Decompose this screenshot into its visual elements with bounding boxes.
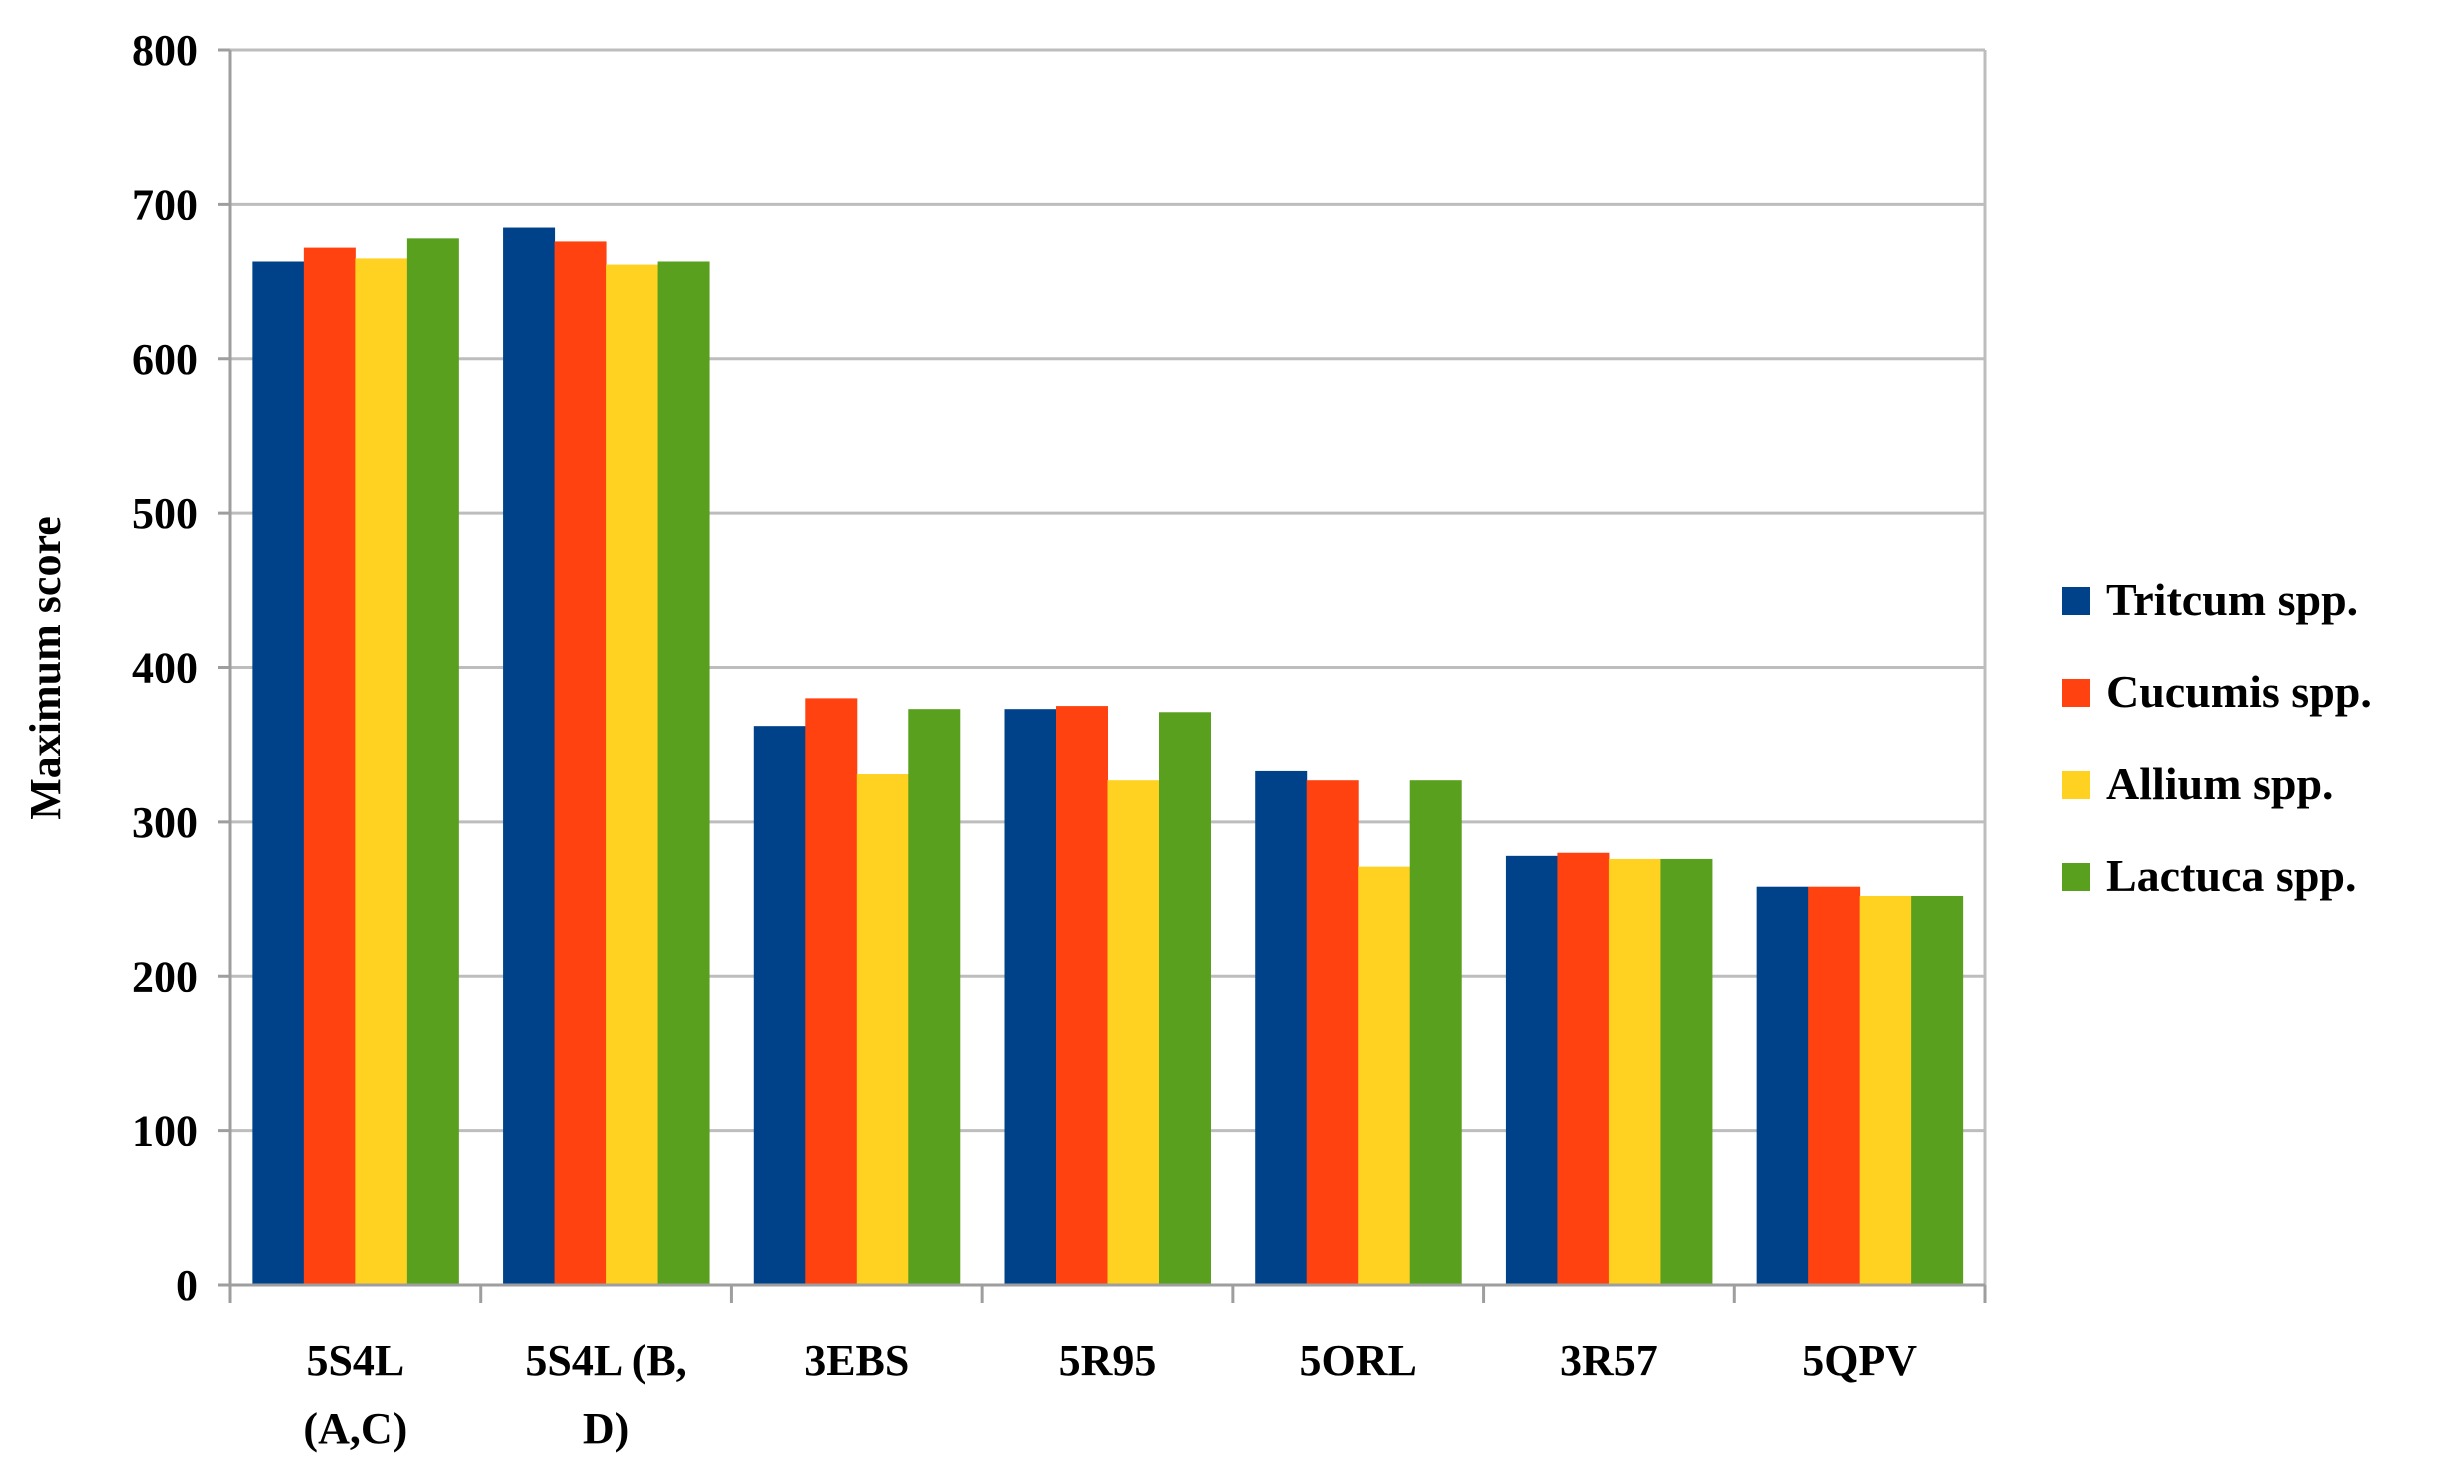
bar	[406, 238, 459, 1285]
legend-swatch	[2062, 587, 2090, 615]
y-tick-label: 600	[132, 335, 198, 384]
bar	[657, 261, 710, 1285]
bar	[1660, 858, 1713, 1285]
y-tick-label: 100	[132, 1107, 198, 1156]
x-category-label: 5S4L	[306, 1336, 404, 1385]
bar	[1505, 855, 1558, 1285]
bar	[303, 247, 356, 1286]
y-tick-label: 500	[132, 489, 198, 538]
y-tick-label: 800	[132, 26, 198, 75]
legend-swatch	[2062, 771, 2090, 799]
x-category-label: 3R57	[1560, 1336, 1658, 1385]
x-category-label: (A,C)	[303, 1404, 407, 1453]
bar	[805, 698, 858, 1285]
legend-swatch	[2062, 679, 2090, 707]
y-tick-labels: 0 100 200 300 400 500 600 700 800	[132, 26, 198, 1310]
bar	[1756, 886, 1809, 1285]
bar	[1358, 866, 1411, 1285]
x-category-label: 5S4L (B,	[525, 1336, 686, 1385]
bar	[1255, 770, 1308, 1285]
legend-label: Cucumis spp.	[2106, 666, 2372, 717]
legend: Tritcum spp. Cucumis spp. Allium spp. Lactu…	[2062, 574, 2372, 901]
bar	[1911, 895, 1964, 1285]
bar	[606, 264, 659, 1285]
bar	[908, 709, 961, 1285]
bar	[1859, 895, 1912, 1285]
x-category-label: D)	[583, 1404, 629, 1453]
y-tick-label: 0	[176, 1261, 198, 1310]
legend-label: Tritcum spp.	[2106, 574, 2358, 625]
x-category-labels: 5S4L (A,C) 5S4L (B, D) 3EBS 5R95 5ORL 3R57 5QPV	[303, 1336, 1917, 1453]
bar	[355, 258, 408, 1285]
x-category-label: 5ORL	[1300, 1336, 1417, 1385]
y-tick-label: 200	[132, 952, 198, 1001]
legend-label: Lactuca spp.	[2106, 850, 2356, 901]
bar	[753, 726, 806, 1285]
bar	[1004, 709, 1057, 1285]
y-axis-title: Maximum score	[21, 516, 70, 819]
bar	[1608, 858, 1661, 1285]
bars	[252, 227, 1964, 1286]
legend-label: Allium spp.	[2106, 758, 2334, 809]
bar	[554, 241, 607, 1285]
bar	[1107, 780, 1160, 1285]
bar	[1409, 780, 1462, 1285]
bar	[856, 774, 909, 1285]
y-tick-label: 400	[132, 644, 198, 693]
bar	[503, 227, 556, 1285]
bar	[1557, 852, 1610, 1285]
bar	[1159, 712, 1211, 1285]
x-category-label: 5R95	[1059, 1336, 1157, 1385]
bar	[1306, 780, 1359, 1285]
y-tick-label: 300	[132, 798, 198, 847]
bar	[1056, 706, 1108, 1285]
bar	[252, 261, 305, 1285]
legend-swatch	[2062, 863, 2090, 891]
bar	[1808, 886, 1861, 1285]
y-tick-label: 700	[132, 180, 198, 229]
x-category-label: 3EBS	[804, 1336, 909, 1385]
axes	[218, 48, 1987, 1303]
x-category-label: 5QPV	[1802, 1336, 1917, 1385]
